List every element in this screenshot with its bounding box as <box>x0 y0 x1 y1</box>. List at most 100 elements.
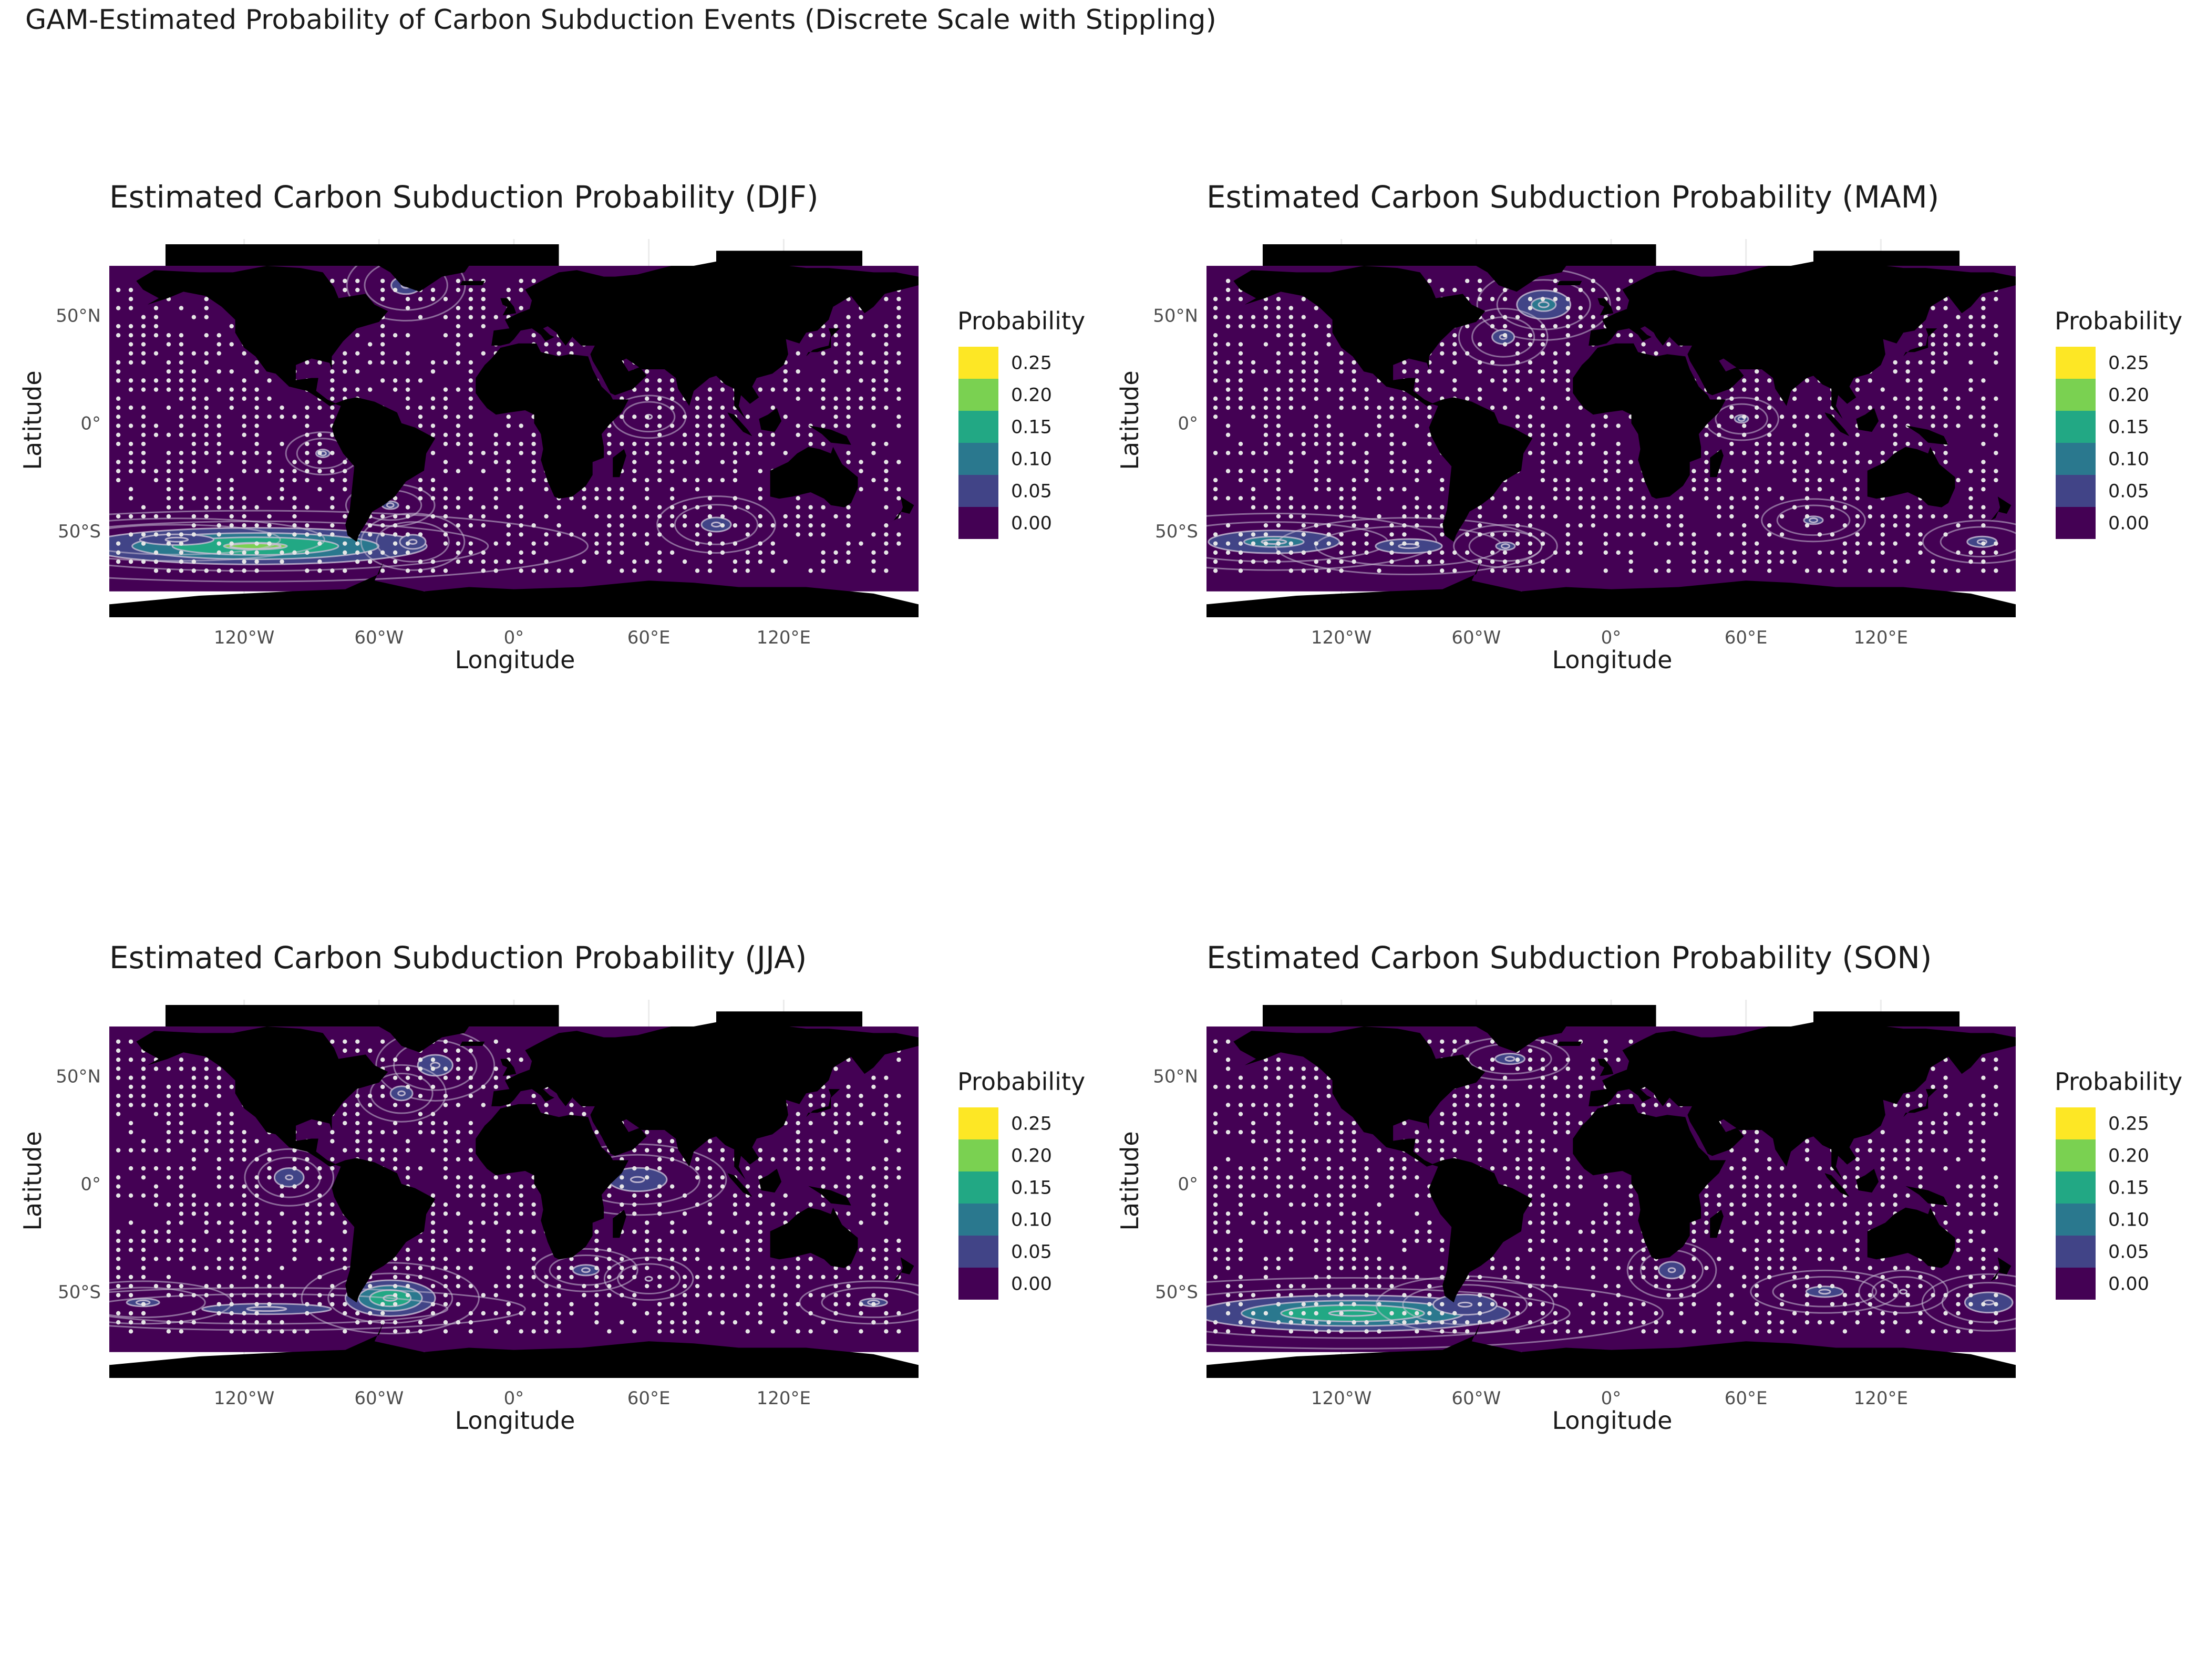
stipple-dot <box>657 1257 662 1261</box>
stipple-dot <box>1515 1103 1520 1107</box>
stipple-dot <box>657 397 662 401</box>
stipple-dot <box>695 1329 699 1333</box>
stipple-dot <box>406 568 410 573</box>
stipple-dot <box>708 1175 712 1179</box>
stipple-dot <box>556 1311 561 1315</box>
stipple-dot <box>1339 360 1343 365</box>
stipple-dot <box>821 523 825 527</box>
stipple-dot <box>1339 1230 1343 1234</box>
stipple-dot <box>657 469 662 473</box>
stipple-dot <box>267 1275 271 1279</box>
stipple-dot <box>204 1148 209 1152</box>
stipple-dot <box>1452 1094 1457 1098</box>
stipple-dot <box>444 1239 448 1243</box>
stipple-dot <box>1239 1248 1243 1252</box>
stipple-dot <box>1415 1130 1419 1134</box>
stipple-dot <box>720 460 725 464</box>
stipple-dot <box>821 397 825 401</box>
stipple-dot <box>1755 451 1759 455</box>
stipple-dot <box>456 1194 460 1198</box>
stipple-dot <box>393 1266 397 1270</box>
stipple-dot <box>657 523 662 527</box>
stipple-dot <box>192 1094 196 1098</box>
stipple-dot <box>1566 378 1570 382</box>
stipple-dot <box>1415 1239 1419 1243</box>
stipple-dot <box>242 378 246 382</box>
stipple-dot <box>1289 1066 1293 1071</box>
stipple-dot <box>129 1220 133 1225</box>
stipple-dot <box>833 324 838 328</box>
stipple-dot <box>1264 1266 1268 1270</box>
stipple-dot <box>444 1230 448 1234</box>
stipple-dot <box>192 1103 196 1107</box>
stipple-dot <box>129 1094 133 1098</box>
stipple-dot <box>632 514 636 518</box>
stipple-dot <box>1943 423 1947 428</box>
stipple-dot <box>1352 1194 1356 1198</box>
stipple-dot <box>192 1311 196 1315</box>
stipple-dot <box>871 387 875 391</box>
stipple-dot <box>670 505 674 509</box>
stipple-dot <box>380 378 385 382</box>
stipple-dot <box>1616 1057 1620 1062</box>
stipple-dot <box>846 1175 850 1179</box>
stipple-dot <box>1604 478 1608 482</box>
stipple-dot <box>355 387 359 391</box>
stipple-dot <box>469 1094 473 1098</box>
stipple-dot <box>431 397 435 401</box>
stipple-dot <box>1881 1157 1885 1162</box>
stipple-dot <box>594 1311 599 1315</box>
stipple-dot <box>1679 523 1683 527</box>
stipple-dot <box>254 360 259 365</box>
stipple-dot <box>254 505 259 509</box>
stipple-dot <box>1427 505 1431 509</box>
stipple-dot <box>469 360 473 365</box>
stipple-dot <box>1415 505 1419 509</box>
stipple-dot <box>431 297 435 301</box>
stipple-dot <box>154 1239 158 1243</box>
stipple-dot <box>708 532 712 536</box>
stipple-dot <box>230 397 234 401</box>
stipple-dot <box>594 1248 599 1252</box>
stipple-dot <box>1780 1230 1784 1234</box>
stipple-dot <box>280 1211 284 1216</box>
stipple-dot <box>607 1275 611 1279</box>
stipple-dot <box>1541 433 1545 437</box>
stipple-dot <box>230 1266 234 1270</box>
stipple-dot <box>431 423 435 428</box>
stipple-dot <box>1943 1220 1947 1225</box>
stipple-dot <box>1628 551 1633 555</box>
stipple-dot <box>859 1266 863 1270</box>
stipple-dot <box>1968 487 1973 491</box>
stipple-dot <box>1276 1103 1281 1107</box>
stipple-dot <box>167 1139 171 1143</box>
stipple-dot <box>808 1103 812 1107</box>
stipple-dot <box>846 1293 850 1297</box>
stipple-dot <box>1943 387 1947 391</box>
stipple-dot <box>783 514 788 518</box>
stipple-dot <box>1478 369 1482 374</box>
stipple-dot <box>746 1284 750 1288</box>
stipple-dot <box>431 1085 435 1089</box>
stipple-dot <box>1830 568 1834 573</box>
stipple-dot <box>1427 406 1431 410</box>
stipple-dot <box>1364 1211 1368 1216</box>
stipple-dot <box>1528 1085 1532 1089</box>
stipple-dot <box>317 559 322 564</box>
stipple-dot <box>1377 496 1381 500</box>
stipple-dot <box>330 1139 334 1143</box>
stipple-dot <box>267 1175 271 1179</box>
stipple-dot <box>1628 478 1633 482</box>
stipple-dot <box>620 496 624 500</box>
stipple-dot <box>1843 551 1847 555</box>
stipple-dot <box>1855 378 1860 382</box>
stipple-dot <box>469 1266 473 1270</box>
stipple-dot <box>1276 1057 1281 1062</box>
stipple-dot <box>1905 532 1910 536</box>
stipple-dot <box>418 1329 422 1333</box>
stipple-dot <box>783 1293 788 1297</box>
stipple-dot <box>129 360 133 365</box>
stipple-dot <box>783 1211 788 1216</box>
stipple-dot <box>1528 1139 1532 1143</box>
stipple-dot <box>1780 1211 1784 1216</box>
